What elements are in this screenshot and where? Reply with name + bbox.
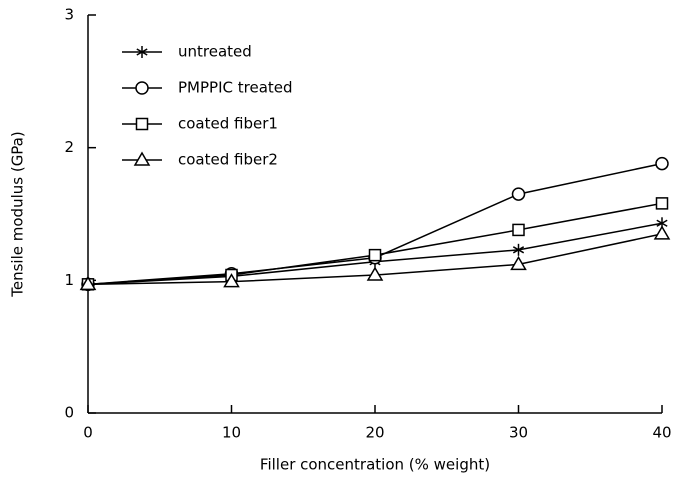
marker-part [366, 266, 384, 281]
marker [133, 151, 151, 166]
legend-label: coated fiber2 [178, 151, 278, 169]
marker-part [135, 117, 149, 131]
marker-part [223, 273, 240, 288]
y-axis-label: Tensile modulus (GPa) [9, 131, 27, 297]
marker-part [79, 275, 97, 291]
marker-part [510, 255, 527, 271]
marker [135, 117, 149, 131]
marker [512, 243, 525, 256]
marker-part [136, 48, 148, 56]
marker [223, 273, 240, 288]
marker [653, 225, 671, 240]
marker [79, 275, 97, 291]
legend-label: PMPPIC treated [178, 79, 293, 97]
marker [510, 255, 527, 271]
marker-part [655, 156, 669, 171]
marker-part [512, 246, 525, 254]
marker [135, 81, 149, 95]
marker [511, 187, 526, 201]
marker-part [368, 248, 382, 262]
x-tick-label: 40 [652, 424, 671, 442]
marker [655, 197, 669, 210]
x-axis-label: Filler concentration (% weight) [260, 456, 490, 474]
x-tick-label: 20 [365, 424, 384, 442]
y-tick-label: 3 [64, 6, 74, 24]
y-tick-label: 2 [64, 138, 74, 156]
marker-part [656, 219, 668, 227]
legend-label: coated fiber1 [178, 115, 278, 133]
marker-part [135, 81, 149, 95]
x-tick-label: 10 [222, 424, 241, 442]
x-tick-label: 30 [509, 424, 528, 442]
legend-label: untreated [178, 43, 252, 61]
marker-part [511, 187, 526, 201]
marker [366, 266, 384, 281]
marker-part [655, 197, 669, 210]
marker-part [653, 225, 671, 240]
marker [655, 156, 669, 171]
x-tick-label: 0 [83, 424, 93, 442]
y-tick-label: 0 [64, 404, 74, 422]
marker-part [512, 223, 525, 237]
marker [136, 46, 148, 58]
marker-part [133, 151, 151, 166]
y-tick-label: 1 [64, 271, 74, 289]
marker [512, 223, 525, 237]
marker [368, 248, 382, 262]
